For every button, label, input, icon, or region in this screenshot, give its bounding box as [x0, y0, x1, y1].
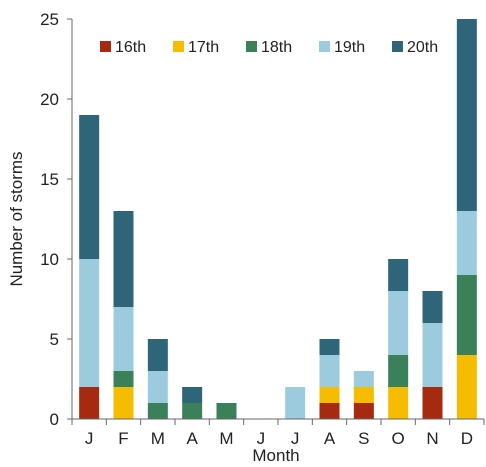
- bar-segment-19th-11: [422, 323, 443, 387]
- legend-label-20th: 20th: [407, 39, 438, 56]
- bar-segments: [79, 19, 477, 419]
- legend-label-19th: 19th: [334, 39, 365, 56]
- bar-segment-16th-11: [422, 387, 443, 419]
- bar-segment-20th-1: [79, 115, 100, 259]
- bar-segment-17th-9: [353, 387, 374, 403]
- x-tick-label: A: [324, 429, 336, 448]
- legend-label-18th: 18th: [261, 39, 292, 56]
- x-tick-label: M: [219, 429, 233, 448]
- bar-segment-18th-3: [147, 403, 168, 419]
- x-tick-label: J: [257, 429, 266, 448]
- bar-segment-18th-2: [113, 371, 134, 387]
- x-tick-label: J: [291, 429, 300, 448]
- legend: 16th 17th 18th 19th 20th: [100, 39, 438, 56]
- bar-segment-17th-8: [319, 387, 340, 403]
- x-tick-label: D: [461, 429, 473, 448]
- x-tick-label: J: [85, 429, 94, 448]
- bar-segment-19th-7: [285, 387, 306, 419]
- bar-segment-18th-12: [456, 275, 477, 355]
- y-tick-label: 0: [50, 410, 59, 429]
- bar-segment-18th-10: [388, 355, 409, 387]
- bar-segment-19th-8: [319, 355, 340, 387]
- legend-swatch-19th: [319, 41, 330, 52]
- bar-segment-18th-5: [216, 403, 237, 419]
- y-tick-label: 25: [40, 10, 59, 29]
- bar-segment-19th-2: [113, 307, 134, 371]
- y-axis-ticks: 0 5 10 15 20 25: [40, 10, 72, 429]
- legend-swatch-20th: [392, 41, 403, 52]
- bar-segment-20th-2: [113, 211, 134, 307]
- bar-segment-19th-3: [147, 371, 168, 403]
- x-tick-label: S: [358, 429, 369, 448]
- legend-swatch-18th: [246, 41, 257, 52]
- bar-segment-19th-1: [79, 259, 100, 387]
- x-tick-label: F: [118, 429, 128, 448]
- legend-swatch-17th: [173, 41, 184, 52]
- y-tick-label: 10: [40, 250, 59, 269]
- x-tick-label: A: [186, 429, 198, 448]
- bar-segment-16th-1: [79, 387, 100, 419]
- y-tick-label: 20: [40, 90, 59, 109]
- x-tick-label: O: [392, 429, 405, 448]
- x-axis-title: Month: [252, 446, 299, 465]
- bar-segment-18th-4: [182, 403, 203, 419]
- bar-segment-17th-10: [388, 387, 409, 419]
- bar-segment-20th-12: [456, 19, 477, 211]
- y-tick-label: 15: [40, 170, 59, 189]
- bar-segment-19th-10: [388, 291, 409, 355]
- legend-swatch-16th: [100, 41, 111, 52]
- bar-segment-19th-12: [456, 211, 477, 275]
- bar-segment-20th-10: [388, 259, 409, 291]
- bar-segment-19th-9: [353, 371, 374, 387]
- bar-segment-17th-12: [456, 355, 477, 419]
- y-axis-title: Number of storms: [7, 151, 26, 286]
- legend-label-16th: 16th: [115, 39, 146, 56]
- x-tick-label: M: [151, 429, 165, 448]
- bar-segment-16th-8: [319, 403, 340, 419]
- bar-segment-16th-9: [353, 403, 374, 419]
- x-tick-label: N: [426, 429, 438, 448]
- bar-segment-20th-8: [319, 339, 340, 355]
- y-tick-label: 5: [50, 330, 59, 349]
- bar-segment-20th-3: [147, 339, 168, 371]
- bar-segment-20th-11: [422, 291, 443, 323]
- bar-segment-20th-4: [182, 387, 203, 403]
- legend-label-17th: 17th: [188, 39, 219, 56]
- bar-segment-17th-2: [113, 387, 134, 419]
